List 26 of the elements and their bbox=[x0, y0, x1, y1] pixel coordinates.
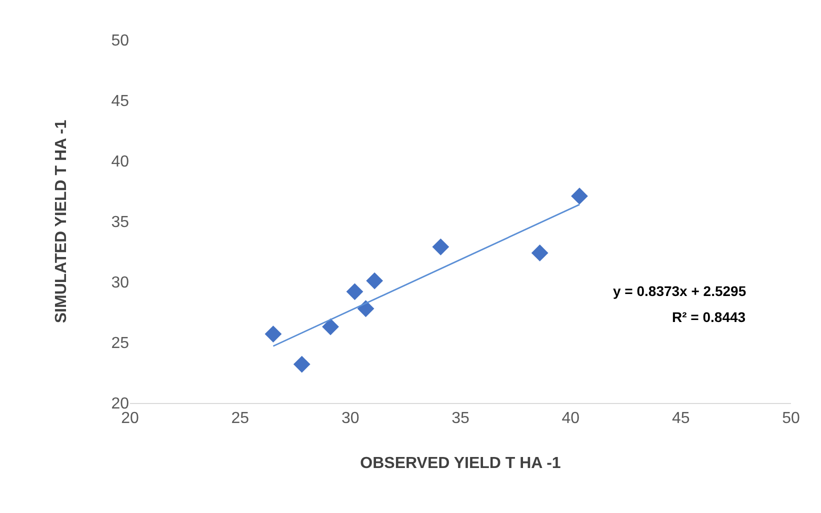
x-tick-label: 30 bbox=[341, 410, 360, 428]
y-tick-label: 35 bbox=[111, 214, 130, 232]
point bbox=[293, 356, 310, 373]
point bbox=[571, 188, 588, 205]
point bbox=[346, 283, 364, 300]
point bbox=[432, 238, 450, 256]
point bbox=[357, 300, 374, 318]
x-tick-label: 45 bbox=[672, 410, 690, 428]
y-tick-label: 25 bbox=[111, 335, 130, 352]
x-tick-label: 50 bbox=[782, 410, 800, 428]
point bbox=[531, 244, 548, 262]
point bbox=[264, 326, 282, 342]
point bbox=[322, 318, 339, 336]
x-tick-label: 25 bbox=[231, 410, 250, 428]
y-tick-label: 50 bbox=[111, 32, 130, 50]
y-tick-label: 45 bbox=[111, 93, 130, 110]
y-tick-label: 40 bbox=[111, 154, 130, 171]
x-tick-label: 40 bbox=[562, 410, 580, 428]
x-axis-title: OBSERVED YIELD T HA -1 bbox=[360, 454, 561, 472]
x-tick-label: 35 bbox=[452, 410, 470, 428]
point bbox=[366, 272, 384, 290]
y-axis-title: SIMULATED YIELD T HA -1 bbox=[53, 120, 70, 324]
y-tick-label: 20 bbox=[111, 396, 130, 413]
annotation: R² = 0.8443 bbox=[672, 309, 746, 325]
y-tick-label: 30 bbox=[111, 274, 130, 292]
annotation: y = 0.8373x + 2.5295 bbox=[613, 283, 746, 299]
